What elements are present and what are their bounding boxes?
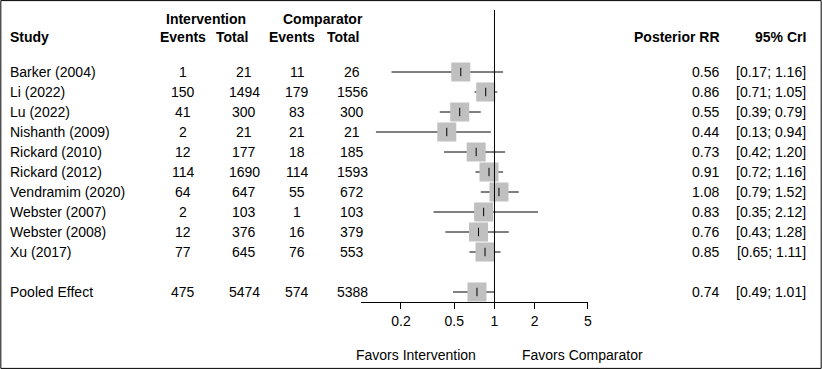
svg-text:5474: 5474 — [229, 284, 260, 300]
svg-text:0.85: 0.85 — [692, 244, 719, 260]
svg-text:1690: 1690 — [229, 164, 260, 180]
svg-text:55: 55 — [289, 184, 305, 200]
svg-text:64: 64 — [175, 184, 191, 200]
svg-text:0.86: 0.86 — [692, 84, 719, 100]
svg-text:Pooled Effect: Pooled Effect — [10, 284, 93, 300]
svg-text:645: 645 — [232, 244, 256, 260]
svg-text:0.74: 0.74 — [692, 284, 719, 300]
svg-text:103: 103 — [340, 204, 364, 220]
svg-text:Xu (2017): Xu (2017) — [10, 244, 71, 260]
svg-text:21: 21 — [236, 124, 252, 140]
svg-text:[0.71; 1.05]: [0.71; 1.05] — [736, 84, 806, 100]
svg-text:5: 5 — [584, 313, 592, 329]
svg-text:114: 114 — [172, 164, 195, 180]
svg-text:Nishanth (2009): Nishanth (2009) — [10, 124, 110, 140]
svg-text:Total: Total — [216, 29, 248, 45]
svg-text:0.83: 0.83 — [692, 204, 719, 220]
svg-text:1: 1 — [293, 204, 301, 220]
svg-text:1: 1 — [179, 64, 187, 80]
svg-text:Intervention: Intervention — [166, 11, 246, 27]
svg-text:672: 672 — [340, 184, 364, 200]
svg-text:0.2: 0.2 — [391, 313, 411, 329]
svg-text:1593: 1593 — [337, 164, 368, 180]
svg-text:647: 647 — [232, 184, 256, 200]
svg-text:[0.65; 1.11]: [0.65; 1.11] — [737, 244, 806, 260]
svg-text:21: 21 — [289, 124, 305, 140]
svg-text:[0.72; 1.16]: [0.72; 1.16] — [736, 164, 806, 180]
svg-text:379: 379 — [340, 224, 364, 240]
svg-text:1494: 1494 — [229, 84, 260, 100]
svg-text:77: 77 — [175, 244, 191, 260]
svg-text:2: 2 — [531, 313, 539, 329]
svg-text:0.56: 0.56 — [692, 64, 719, 80]
svg-text:Webster (2007): Webster (2007) — [10, 204, 106, 220]
svg-text:95% CrI: 95% CrI — [755, 29, 806, 45]
svg-text:76: 76 — [289, 244, 305, 260]
svg-text:300: 300 — [232, 104, 256, 120]
svg-text:Comparator: Comparator — [283, 11, 363, 27]
svg-text:Study: Study — [10, 29, 49, 45]
svg-text:Events: Events — [160, 29, 206, 45]
svg-text:[0.17; 1.16]: [0.17; 1.16] — [736, 64, 806, 80]
svg-text:21: 21 — [344, 124, 360, 140]
svg-text:Total: Total — [327, 29, 359, 45]
svg-text:12: 12 — [175, 224, 191, 240]
svg-text:Barker (2004): Barker (2004) — [10, 64, 96, 80]
svg-text:1556: 1556 — [337, 84, 368, 100]
svg-text:12: 12 — [175, 144, 191, 160]
svg-text:83: 83 — [289, 104, 305, 120]
svg-text:376: 376 — [232, 224, 256, 240]
svg-text:475: 475 — [171, 284, 195, 300]
svg-text:553: 553 — [340, 244, 364, 260]
svg-text:5388: 5388 — [337, 284, 368, 300]
svg-text:21: 21 — [236, 64, 252, 80]
svg-text:0.55: 0.55 — [692, 104, 719, 120]
svg-text:Lu (2022): Lu (2022) — [10, 104, 70, 120]
svg-text:0.5: 0.5 — [444, 313, 464, 329]
svg-text:26: 26 — [344, 64, 360, 80]
svg-text:114: 114 — [286, 164, 309, 180]
svg-text:Li (2022): Li (2022) — [10, 84, 65, 100]
svg-text:[0.13; 0.94]: [0.13; 0.94] — [736, 124, 806, 140]
svg-text:[0.43; 1.28]: [0.43; 1.28] — [736, 224, 806, 240]
svg-text:[0.79; 1.52]: [0.79; 1.52] — [736, 184, 806, 200]
svg-text:103: 103 — [232, 204, 256, 220]
svg-text:Rickard (2012): Rickard (2012) — [10, 164, 102, 180]
svg-text:2: 2 — [179, 124, 187, 140]
svg-text:[0.49; 1.01]: [0.49; 1.01] — [736, 284, 806, 300]
svg-text:Posterior RR: Posterior RR — [634, 29, 720, 45]
svg-text:41: 41 — [175, 104, 191, 120]
svg-text:[0.39; 0.79]: [0.39; 0.79] — [736, 104, 806, 120]
svg-text:11: 11 — [290, 64, 305, 80]
svg-text:Vendramim (2020): Vendramim (2020) — [10, 184, 125, 200]
svg-text:179: 179 — [285, 84, 309, 100]
svg-text:[0.42; 1.20]: [0.42; 1.20] — [736, 144, 806, 160]
svg-text:[0.35; 2.12]: [0.35; 2.12] — [736, 204, 806, 220]
svg-text:0.91: 0.91 — [692, 164, 719, 180]
svg-text:Favors Intervention: Favors Intervention — [356, 347, 476, 363]
svg-text:0.44: 0.44 — [692, 124, 719, 140]
svg-text:1.08: 1.08 — [692, 184, 719, 200]
svg-text:2: 2 — [179, 204, 187, 220]
svg-text:150: 150 — [171, 84, 195, 100]
svg-text:16: 16 — [289, 224, 305, 240]
svg-text:Webster (2008): Webster (2008) — [10, 224, 106, 240]
svg-text:177: 177 — [232, 144, 256, 160]
svg-text:18: 18 — [289, 144, 305, 160]
svg-text:1: 1 — [491, 313, 499, 329]
svg-text:300: 300 — [340, 104, 364, 120]
svg-text:0.76: 0.76 — [692, 224, 719, 240]
svg-text:Events: Events — [269, 29, 315, 45]
svg-text:Favors Comparator: Favors Comparator — [522, 347, 643, 363]
svg-text:185: 185 — [340, 144, 364, 160]
svg-text:574: 574 — [285, 284, 309, 300]
svg-text:Rickard (2010): Rickard (2010) — [10, 144, 102, 160]
svg-text:0.73: 0.73 — [692, 144, 719, 160]
